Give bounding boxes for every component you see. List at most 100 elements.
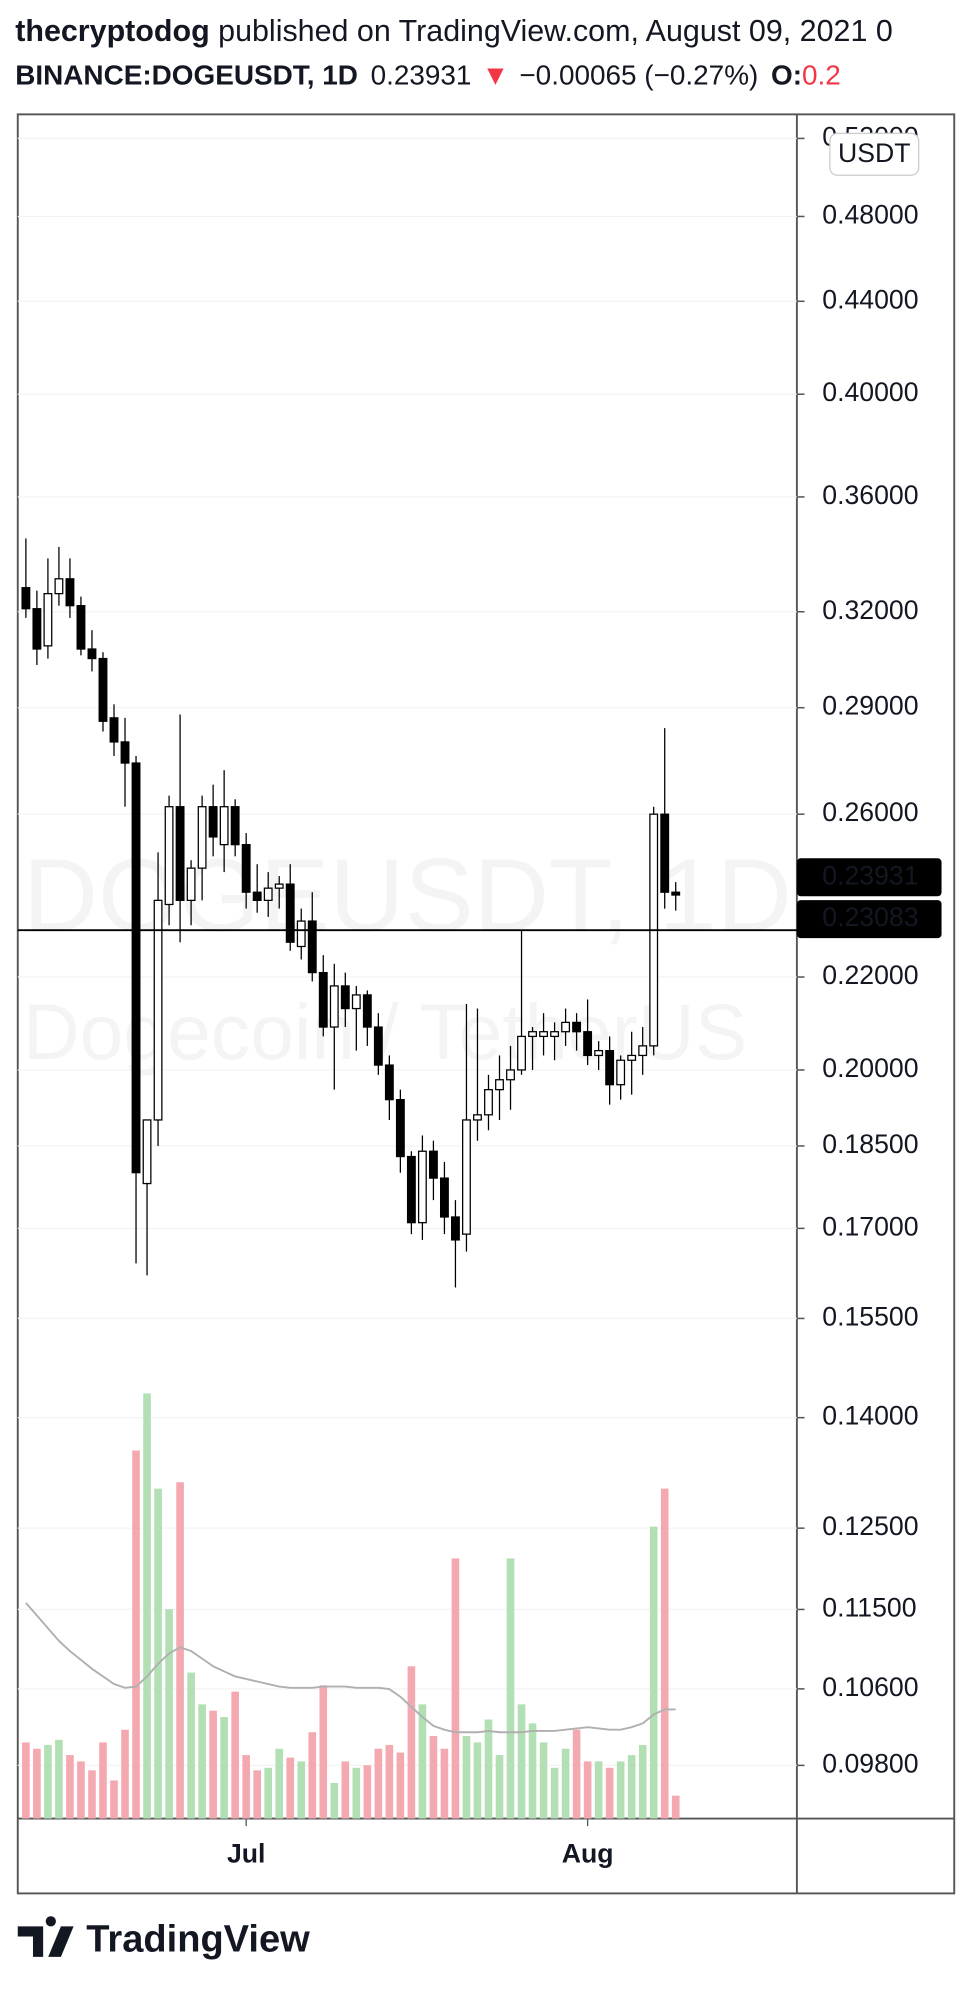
volume-bar	[660, 1488, 669, 1819]
y-tick-label: 0.44000	[822, 284, 918, 314]
volume-bar	[539, 1742, 548, 1819]
candle-body	[87, 648, 97, 660]
candle-body	[197, 806, 207, 869]
volume-bar	[451, 1558, 460, 1819]
candle-body	[175, 806, 185, 901]
arrow: ▼	[482, 60, 510, 91]
volume-bar	[594, 1761, 603, 1819]
currency-box	[829, 132, 920, 176]
candle-body	[439, 1177, 449, 1218]
y-tick-label: 0.11500	[822, 1592, 916, 1622]
volume-bar	[264, 1767, 273, 1819]
volume-bar	[572, 1729, 581, 1819]
candle-body	[340, 985, 350, 1010]
candle-body	[605, 1050, 615, 1086]
volume-bar	[385, 1744, 394, 1819]
candle-body	[495, 1079, 504, 1091]
volume-bar	[99, 1742, 107, 1819]
watermark-description: Dogecoin / TetherUS	[23, 988, 747, 1076]
candle-body	[219, 806, 229, 846]
volume-bar	[484, 1719, 493, 1819]
volume-bar	[220, 1717, 228, 1819]
volume-bar	[330, 1783, 339, 1819]
candle-body	[142, 1119, 152, 1185]
currency: USDT	[838, 138, 910, 168]
volume-bar	[638, 1744, 647, 1819]
x-tick-label: Jul	[227, 1838, 265, 1868]
y-tick-label: 0.18500	[822, 1129, 918, 1159]
volume-ma-line	[25, 1602, 676, 1734]
published: published on TradingView.com, August 09,…	[210, 14, 893, 48]
volume-bar	[517, 1704, 526, 1819]
volume-bar	[33, 1748, 41, 1819]
symbol: BINANCE:DOGEUSDT, 1D	[15, 60, 358, 91]
logo-mark	[17, 1916, 74, 1957]
candle-body	[583, 1031, 593, 1057]
candle-body	[550, 1031, 560, 1038]
volume-bar	[110, 1780, 118, 1819]
open-label: O:	[771, 60, 802, 91]
candle-body	[528, 1031, 537, 1038]
candle-body	[362, 994, 372, 1028]
candle-body	[373, 1026, 383, 1066]
candle-body	[616, 1059, 626, 1086]
volume-bar	[132, 1450, 140, 1819]
candle-body	[98, 657, 108, 722]
volume-bar	[319, 1685, 328, 1819]
candle-body	[208, 806, 218, 838]
candle-body	[164, 806, 174, 906]
y-tick-label: 0.10600	[822, 1672, 918, 1702]
candle-body	[539, 1031, 548, 1038]
candle-body	[241, 844, 251, 893]
volume-bar	[22, 1742, 30, 1819]
candle-body	[274, 883, 284, 889]
volume-bar	[231, 1691, 239, 1819]
candle-body	[153, 899, 163, 1121]
volume-bar	[352, 1767, 361, 1819]
volume-bar	[429, 1736, 438, 1819]
volume-bar	[341, 1761, 350, 1819]
y-tick-label: 0.40000	[822, 377, 918, 407]
x-tick-label: Aug	[562, 1838, 614, 1868]
volume-bar	[121, 1729, 129, 1819]
volume-bar	[407, 1666, 416, 1819]
candle-body	[76, 605, 86, 650]
y-tick-label: 0.17000	[822, 1211, 918, 1241]
candle-body	[131, 762, 141, 1174]
y-tick-label: 0.12500	[822, 1511, 918, 1541]
volume-bar	[253, 1770, 261, 1819]
price-label-box	[796, 900, 942, 939]
volume-bar	[528, 1723, 537, 1819]
candle-body	[318, 971, 328, 1028]
candle-body	[285, 883, 295, 943]
volume-bar	[209, 1710, 217, 1819]
volume-bar	[583, 1761, 592, 1819]
candle-body	[120, 741, 130, 764]
footer-logo: TradingView	[17, 1916, 310, 1961]
volume-bar	[242, 1755, 250, 1819]
volume-bar	[275, 1748, 284, 1819]
candle-body	[627, 1054, 637, 1061]
y-tick-label: 0.29000	[822, 691, 918, 721]
candle-body	[561, 1021, 571, 1033]
candle-body	[638, 1045, 648, 1057]
y-tick-label: 0.36000	[822, 480, 918, 510]
volume-bar	[440, 1748, 449, 1819]
volume-bar	[66, 1755, 74, 1819]
volume-bar	[88, 1770, 96, 1819]
candle-body	[462, 1119, 471, 1235]
volume-bar	[627, 1755, 636, 1819]
candle-body	[660, 813, 670, 893]
volume-bar	[308, 1732, 317, 1819]
volume-bar	[286, 1757, 295, 1819]
candle-body	[572, 1021, 582, 1033]
volume-bar	[77, 1761, 85, 1819]
y-tick-label: 0.32000	[822, 595, 918, 625]
y-tick-label: 0.15500	[822, 1301, 918, 1331]
y-tick-label: 0.26000	[822, 797, 918, 827]
candle-body	[307, 920, 317, 974]
candle-body	[54, 578, 64, 595]
volume-bar	[44, 1744, 52, 1819]
volume-bar	[616, 1761, 625, 1819]
